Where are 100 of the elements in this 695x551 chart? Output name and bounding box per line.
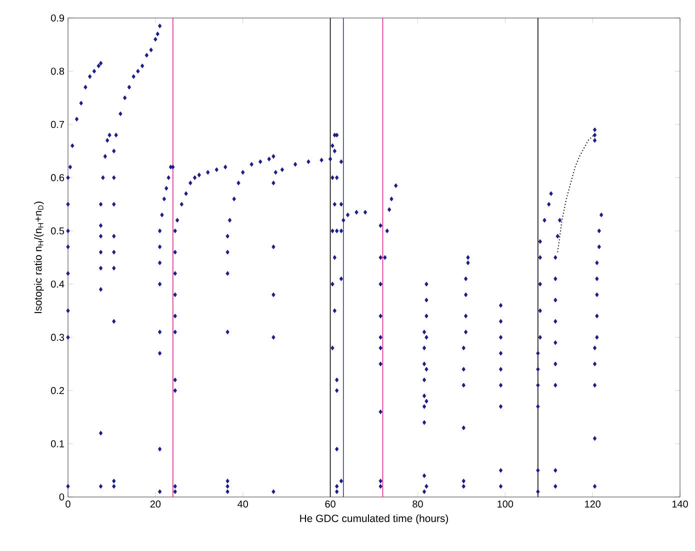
point [554,276,558,282]
point [154,36,158,42]
point [173,484,177,489]
point [214,167,218,172]
point [498,404,503,409]
point [332,202,337,207]
point [422,346,426,350]
point [424,298,428,302]
point [330,282,334,287]
point [112,175,116,180]
point [378,362,382,366]
point [274,170,278,175]
point [498,484,503,489]
point [173,250,177,255]
point [112,484,116,489]
point [224,164,228,170]
point [498,382,503,388]
point [66,334,70,340]
point [464,276,468,282]
point [158,350,162,356]
point [424,334,428,340]
point [66,308,70,314]
point [547,202,551,207]
point [554,298,558,302]
point [378,255,382,260]
point [241,170,245,175]
point [422,378,426,382]
point [363,210,368,215]
point [422,330,426,334]
point [556,234,560,239]
y-tick-label: 0.5 [51,227,64,234]
point [464,330,468,334]
point [378,409,382,414]
point [101,175,105,180]
point [378,484,382,489]
point [462,366,466,372]
point [140,64,144,68]
point [554,318,558,324]
point [162,196,166,202]
point [188,180,192,186]
point [595,260,599,266]
point [96,64,100,68]
x-tick-label: 80 [412,500,423,508]
x-tick-label: 140 [672,500,688,508]
point [267,156,271,162]
point [118,111,122,116]
point [332,255,337,260]
point [498,468,503,473]
point [346,212,350,218]
x-tick-label: 120 [585,500,600,508]
point [226,330,230,334]
point [334,388,339,393]
point [66,202,70,207]
point [332,148,337,154]
point [464,314,468,318]
point [66,175,70,180]
point [173,292,177,298]
point [330,143,334,148]
point [332,308,337,314]
y-axis-title: Isotopic ratio n$_{H}$/(n$_{H}$+n$_{D}$) [34,202,44,314]
point [112,234,116,239]
point [536,489,540,494]
point [538,239,542,244]
point [538,255,542,260]
point [158,330,162,334]
point [70,143,74,148]
point [424,282,428,287]
point [226,478,230,484]
point [112,478,116,484]
point [136,68,140,74]
point [68,164,72,170]
point [334,484,339,489]
point [98,202,103,207]
point [112,250,116,255]
point [98,484,103,489]
point [390,196,394,202]
y-tick-label: 0 [59,493,64,501]
y-tick-label: 0.7 [51,120,64,128]
point [549,191,553,196]
point [98,223,103,228]
point [79,100,83,106]
point [173,330,177,334]
point [498,318,503,324]
point [258,159,262,164]
point [595,314,599,318]
point [554,362,558,366]
point [592,436,597,441]
point [592,138,597,143]
point [98,266,103,271]
point [92,68,96,74]
point [554,340,558,346]
point [592,382,597,388]
point [538,282,542,287]
point [272,244,276,250]
point [334,446,339,452]
point [103,154,108,159]
point [112,266,116,271]
point [554,484,558,489]
point [328,156,332,162]
point [228,218,232,223]
